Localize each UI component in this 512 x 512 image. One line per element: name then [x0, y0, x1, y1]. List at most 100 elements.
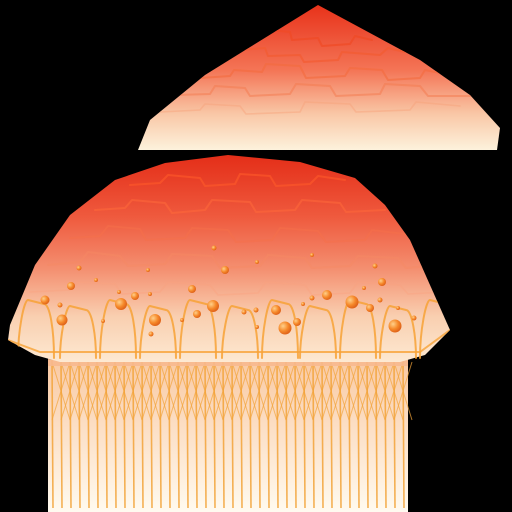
- tentacle-cross: [141, 361, 161, 421]
- oral-arm-outline: [261, 299, 299, 359]
- orange-spot: [148, 331, 154, 337]
- tentacle-cross: [114, 361, 134, 421]
- orange-spot: [255, 260, 259, 264]
- tentacle-cross: [213, 361, 233, 421]
- orange-spot: [301, 302, 305, 306]
- bell-scale-line: [69, 225, 406, 243]
- tentacle-cross: [150, 361, 170, 421]
- tentacle-strand: [231, 359, 234, 509]
- tentacle-strand: [195, 359, 198, 509]
- orange-spot: [57, 302, 63, 308]
- tentacle-strand: [51, 359, 54, 509]
- tentacle-strand: [78, 359, 81, 509]
- orange-spot: [388, 319, 402, 333]
- tentacle-strand: [321, 359, 324, 509]
- tentacle-strand: [312, 359, 315, 509]
- cap-scale-line: [199, 63, 451, 81]
- orange-spot: [131, 292, 139, 300]
- bell-scale-line: [94, 199, 386, 214]
- orange-spot: [117, 290, 121, 294]
- tentacle-cross: [258, 361, 278, 421]
- bell-rim-line: [8, 329, 450, 353]
- tentacle-strand: [96, 359, 99, 509]
- orange-spot: [372, 263, 378, 269]
- tentacle-cross: [393, 361, 413, 421]
- tentacle-strand: [168, 359, 171, 509]
- tentacle-cross: [105, 361, 125, 421]
- tentacle-strand: [114, 359, 117, 509]
- orange-spot: [193, 310, 201, 318]
- tentacle-strand: [348, 359, 351, 509]
- tentacle-cross: [357, 361, 377, 421]
- orange-spot: [76, 265, 82, 271]
- tentacle-cross: [366, 361, 386, 421]
- orange-spot: [378, 278, 386, 286]
- orange-spot: [180, 318, 184, 322]
- tentacle-strand: [186, 359, 189, 509]
- tentacle-strand: [159, 359, 162, 509]
- tentacle-cross: [60, 361, 80, 421]
- orange-spot: [255, 325, 259, 329]
- tentacle-cross: [330, 361, 350, 421]
- tentacle-cross: [285, 361, 305, 421]
- cap-scale-line: [269, 29, 373, 47]
- tentacle-strand: [60, 359, 63, 509]
- orange-spot: [146, 268, 150, 272]
- tentacle-cross: [375, 361, 395, 421]
- tentacle-cross: [267, 361, 287, 421]
- tentacle-cross: [168, 361, 188, 421]
- orange-spot: [362, 286, 366, 290]
- cap-scale-line: [239, 47, 406, 63]
- oral-arm-outline: [17, 299, 55, 359]
- tentacle-cross: [276, 361, 296, 421]
- tentacle-cross: [51, 361, 71, 421]
- tentacle-cross: [96, 361, 116, 421]
- oral-arm-outline: [179, 299, 217, 359]
- tentacle-strand: [258, 359, 261, 509]
- tentacle-strand: [357, 359, 360, 509]
- orange-spot: [310, 253, 314, 257]
- tentacle-strand: [132, 359, 135, 509]
- tentacle-strand: [213, 359, 216, 509]
- tentacle-cross: [132, 361, 152, 421]
- tentacle-cross: [186, 361, 206, 421]
- bell-spots: [40, 245, 417, 337]
- orange-spot: [322, 290, 332, 300]
- tentacle-skirt: [48, 360, 408, 512]
- tentacle-strand: [105, 359, 108, 509]
- cap-scale-line: [159, 101, 461, 115]
- tentacle-strand: [69, 359, 72, 509]
- orange-spot: [293, 318, 301, 326]
- tentacle-strand: [87, 359, 90, 509]
- tentacle-strand: [366, 359, 369, 509]
- orange-spot: [67, 282, 75, 290]
- tentacle-strand: [249, 359, 252, 509]
- jellyfish-body-texture: [8, 155, 450, 512]
- orange-spot: [278, 321, 292, 335]
- tentacle-strand: [267, 359, 270, 509]
- oral-arm-outline: [221, 305, 259, 359]
- orange-spot: [94, 278, 98, 282]
- tentacle-cross: [195, 361, 215, 421]
- tentacle-cross: [294, 361, 314, 421]
- tentacle-cross: [249, 361, 269, 421]
- tentacle-cross: [87, 361, 107, 421]
- tentacle-cross: [348, 361, 368, 421]
- orange-spot: [148, 292, 152, 296]
- tentacle-strand: [330, 359, 333, 509]
- tentacle-cross: [321, 361, 341, 421]
- tentacle-cross: [222, 361, 242, 421]
- cap-scale-line: [174, 83, 471, 97]
- bell-scale-line: [29, 281, 446, 296]
- orange-spot: [56, 314, 68, 326]
- orange-spot: [207, 300, 219, 312]
- tentacle-strand: [204, 359, 207, 509]
- tentacle-cross: [177, 361, 197, 421]
- tentacle-strand: [276, 359, 279, 509]
- tentacle-strand: [339, 359, 342, 509]
- orange-spot: [40, 295, 50, 305]
- tentacle-strands: [48, 352, 413, 509]
- orange-spot: [188, 285, 196, 293]
- tentacle-strand: [303, 359, 306, 509]
